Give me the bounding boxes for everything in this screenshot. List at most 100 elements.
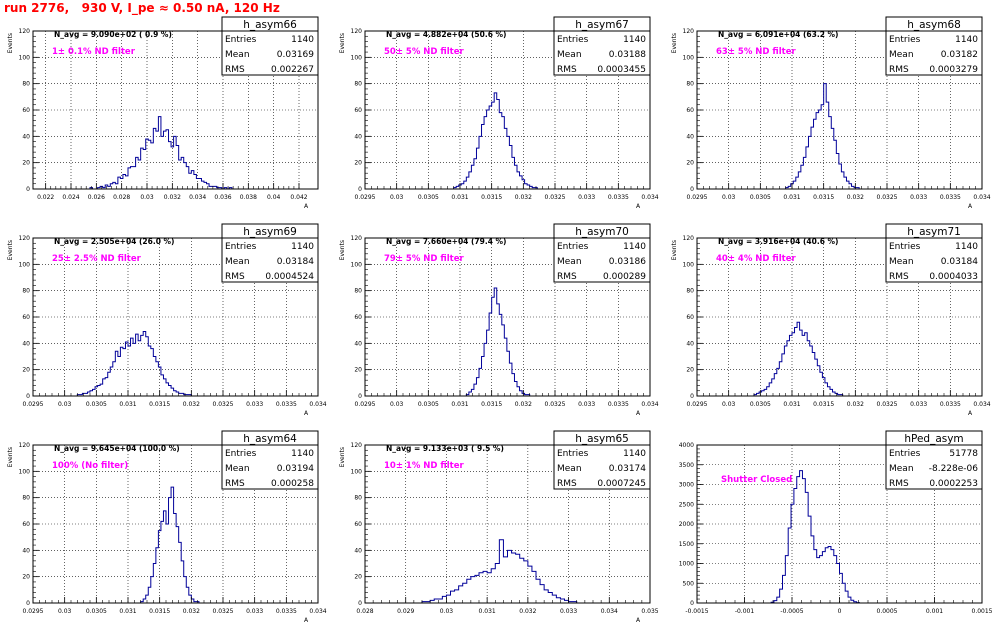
x-tick-label: 0.029: [397, 608, 414, 615]
stat-entries-value: 1140: [623, 449, 646, 459]
x-tick-label: 0.03: [58, 608, 72, 615]
filter-annotation: 40± 4% ND filter: [716, 254, 796, 264]
x-tick-label: 0.0305: [750, 401, 771, 408]
histogram-svg: 0.0295 0.03 0.0305 0.031 0.0315 0.032 0.0325 0.…: [339, 223, 659, 417]
y-tick-label: 2000: [679, 521, 694, 528]
stat-entries-value: 1140: [955, 35, 978, 45]
y-tick-label: 20: [22, 160, 30, 167]
stat-rms-label: RMS: [557, 65, 577, 75]
x-axis-label: A: [304, 203, 309, 210]
y-tick-label: 20: [686, 367, 694, 374]
stats-box: hPed_asym Entries 51778 Mean -8.228e-06 RMS 0.…: [885, 430, 983, 490]
x-tick-label: 0.03: [58, 401, 72, 408]
x-tick-label: 0.034: [309, 608, 326, 615]
x-tick-label: 0.0295: [23, 401, 44, 408]
y-axis-label: Events: [339, 240, 346, 260]
histogram-series-line: [770, 470, 860, 604]
axis: 0.0295 0.03 0.0305 0.031 0.0315 0.032 0.0325 0.…: [339, 235, 659, 417]
y-tick-label: 0: [690, 393, 694, 400]
axis: 0.0295 0.03 0.0305 0.031 0.0315 0.032 0.0325 0.…: [339, 28, 659, 210]
y-tick-label: 100: [683, 261, 695, 268]
x-axis-label: A: [968, 203, 973, 210]
x-tick-label: 0.0305: [750, 194, 771, 201]
x-tick-label: 0.034: [641, 194, 658, 201]
stats-box: h_asym68 Entries 1140 Mean 0.03182 RMS 0.00032…: [885, 16, 983, 76]
histogram-name: h_asym70: [575, 226, 629, 238]
x-tick-label: 0.032: [183, 401, 200, 408]
histogram-svg: 0.0295 0.03 0.0305 0.031 0.0315 0.032 0.0325 0.…: [671, 16, 991, 210]
stat-rms-label: RMS: [557, 479, 577, 489]
y-axis-label: Events: [7, 447, 14, 467]
stats-box: h_asym67 Entries 1140 Mean 0.03188 RMS 0.00034…: [553, 16, 651, 76]
stat-rms-value: 0.0004524: [265, 272, 314, 282]
histogram-pad-h_asym64: 0.0295 0.03 0.0305 0.031 0.0315 0.032 0.0325 0.…: [0, 428, 332, 635]
stats-box-frame: [553, 223, 651, 283]
x-tick-label: 0.033: [246, 401, 263, 408]
y-tick-label: 0: [358, 600, 362, 607]
x-tick-label: 0.0325: [213, 608, 234, 615]
x-tick-label: 0.0315: [149, 608, 170, 615]
x-tick-label: 0.0315: [481, 194, 502, 201]
y-tick-label: 60: [686, 107, 694, 114]
stat-entries-value: 1140: [291, 449, 314, 459]
x-tick-label: 0.0325: [545, 194, 566, 201]
histogram-name: h_asym65: [575, 433, 629, 445]
axis: 0.0295 0.03 0.0305 0.031 0.0315 0.032 0.0325 0.…: [671, 28, 991, 210]
x-tick-label: 0.0295: [23, 608, 44, 615]
navg-label: N_avg = 9.645e+04 (100.0 %): [54, 444, 180, 453]
x-tick-label: 0.031: [783, 194, 800, 201]
y-tick-label: 60: [354, 107, 362, 114]
axis: 0.0295 0.03 0.0305 0.031 0.0315 0.032 0.0325 0.…: [7, 235, 327, 417]
navg-label: N_avg = 9.090e+02 ( 0.9 %): [54, 30, 172, 39]
x-tick-label: 0.0295: [687, 401, 708, 408]
y-tick-label: 1500: [679, 541, 694, 548]
x-axis-label: A: [968, 410, 973, 417]
stat-entries-label: Entries: [225, 35, 257, 45]
x-tick-label: 0.032: [515, 401, 532, 408]
x-tick-label: 0.031: [119, 608, 136, 615]
y-tick-label: 60: [22, 521, 30, 528]
y-tick-label: 20: [686, 160, 694, 167]
histogram-pad-hPed_asym: -0.0015 -0.001 -0.0005 0 0.0005 0.001 0.0015 0 5…: [664, 428, 996, 635]
histogram-name: h_asym71: [907, 226, 961, 238]
x-tick-label: 0.0335: [276, 401, 297, 408]
y-tick-label: 2500: [679, 501, 694, 508]
stat-rms-label: RMS: [889, 65, 909, 75]
x-tick-label: 0.0315: [813, 194, 834, 201]
stat-entries-value: 1140: [955, 242, 978, 252]
stat-entries-label: Entries: [889, 242, 921, 252]
histogram-series-line: [89, 116, 233, 190]
x-tick-label: 0.04: [267, 194, 281, 201]
y-axis-label: Events: [671, 240, 678, 260]
y-tick-label: 120: [19, 28, 31, 35]
stats-box-frame: [221, 223, 319, 283]
y-axis-label: Events: [339, 447, 346, 467]
x-tick-label: 0.0325: [877, 401, 898, 408]
x-tick-label: 0.032: [847, 401, 864, 408]
y-tick-label: 120: [19, 442, 31, 449]
stat-rms-value: 0.000258: [271, 479, 314, 489]
y-tick-label: 40: [22, 547, 30, 554]
stat-rms-label: RMS: [225, 272, 245, 282]
histogram-pad-h_asym66: 0.022 0.024 0.026 0.028 0.03 0.032 0.034 0.036 0…: [0, 14, 332, 221]
stat-rms-label: RMS: [889, 272, 909, 282]
histogram-svg: 0.0295 0.03 0.0305 0.031 0.0315 0.032 0.0325 0.…: [7, 223, 327, 417]
y-tick-label: 3500: [679, 462, 694, 469]
stat-rms-label: RMS: [557, 272, 577, 282]
stat-mean-value: 0.03188: [609, 50, 646, 60]
stat-rms-value: 0.0007245: [597, 479, 646, 489]
x-tick-label: 0.0325: [213, 401, 234, 408]
stat-mean-label: Mean: [557, 257, 582, 267]
x-tick-label: 0.0305: [418, 401, 439, 408]
y-tick-label: 40: [22, 340, 30, 347]
stat-entries-label: Entries: [225, 449, 257, 459]
x-tick-label: 0.0335: [608, 401, 629, 408]
y-tick-label: 80: [22, 81, 30, 88]
stats-box-frame: [553, 16, 651, 76]
axis: 0.028 0.029 0.03 0.031 0.032 0.033 0.034 0.035 0…: [339, 442, 659, 624]
x-tick-label: 0.0295: [355, 401, 376, 408]
histogram-pad-h_asym69: 0.0295 0.03 0.0305 0.031 0.0315 0.032 0.0325 0.…: [0, 221, 332, 428]
navg-label: N_avg = 2.505e+04 (26.0 %): [54, 237, 174, 246]
histogram-series-line: [453, 92, 538, 189]
x-tick-label: 0.033: [578, 194, 595, 201]
